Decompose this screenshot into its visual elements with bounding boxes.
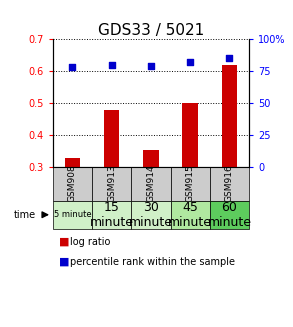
Point	[188, 60, 193, 65]
Text: 15
minute: 15 minute	[90, 201, 134, 229]
Text: 30
minute: 30 minute	[129, 201, 173, 229]
Text: ■: ■	[59, 257, 69, 267]
Text: GSM915: GSM915	[186, 165, 195, 202]
Text: GSM914: GSM914	[146, 165, 155, 202]
Bar	[171, 167, 210, 200]
Text: GSM913: GSM913	[107, 165, 116, 202]
Text: percentile rank within the sample: percentile rank within the sample	[70, 257, 235, 267]
Text: time: time	[14, 210, 36, 220]
Bar	[210, 200, 249, 229]
Bar	[92, 167, 131, 200]
Text: 45
minute: 45 minute	[168, 201, 212, 229]
Bar	[92, 200, 131, 229]
Point	[70, 65, 75, 70]
Bar	[171, 200, 210, 229]
Bar	[131, 200, 171, 229]
Text: 60
minute: 60 minute	[207, 201, 251, 229]
Bar	[64, 158, 80, 167]
Text: ■: ■	[59, 237, 69, 247]
Text: 5 minute: 5 minute	[54, 210, 91, 219]
Bar	[222, 65, 237, 167]
Point	[149, 63, 153, 69]
Bar	[104, 110, 120, 167]
Bar	[53, 200, 92, 229]
Point	[109, 62, 114, 67]
Bar	[210, 167, 249, 200]
Bar	[182, 103, 198, 167]
Title: GDS33 / 5021: GDS33 / 5021	[98, 23, 204, 38]
Bar	[143, 150, 159, 167]
Text: GSM916: GSM916	[225, 165, 234, 202]
Bar	[131, 167, 171, 200]
Point	[227, 56, 232, 61]
Text: log ratio: log ratio	[70, 237, 111, 247]
Bar	[53, 167, 92, 200]
Text: GSM908: GSM908	[68, 165, 77, 202]
